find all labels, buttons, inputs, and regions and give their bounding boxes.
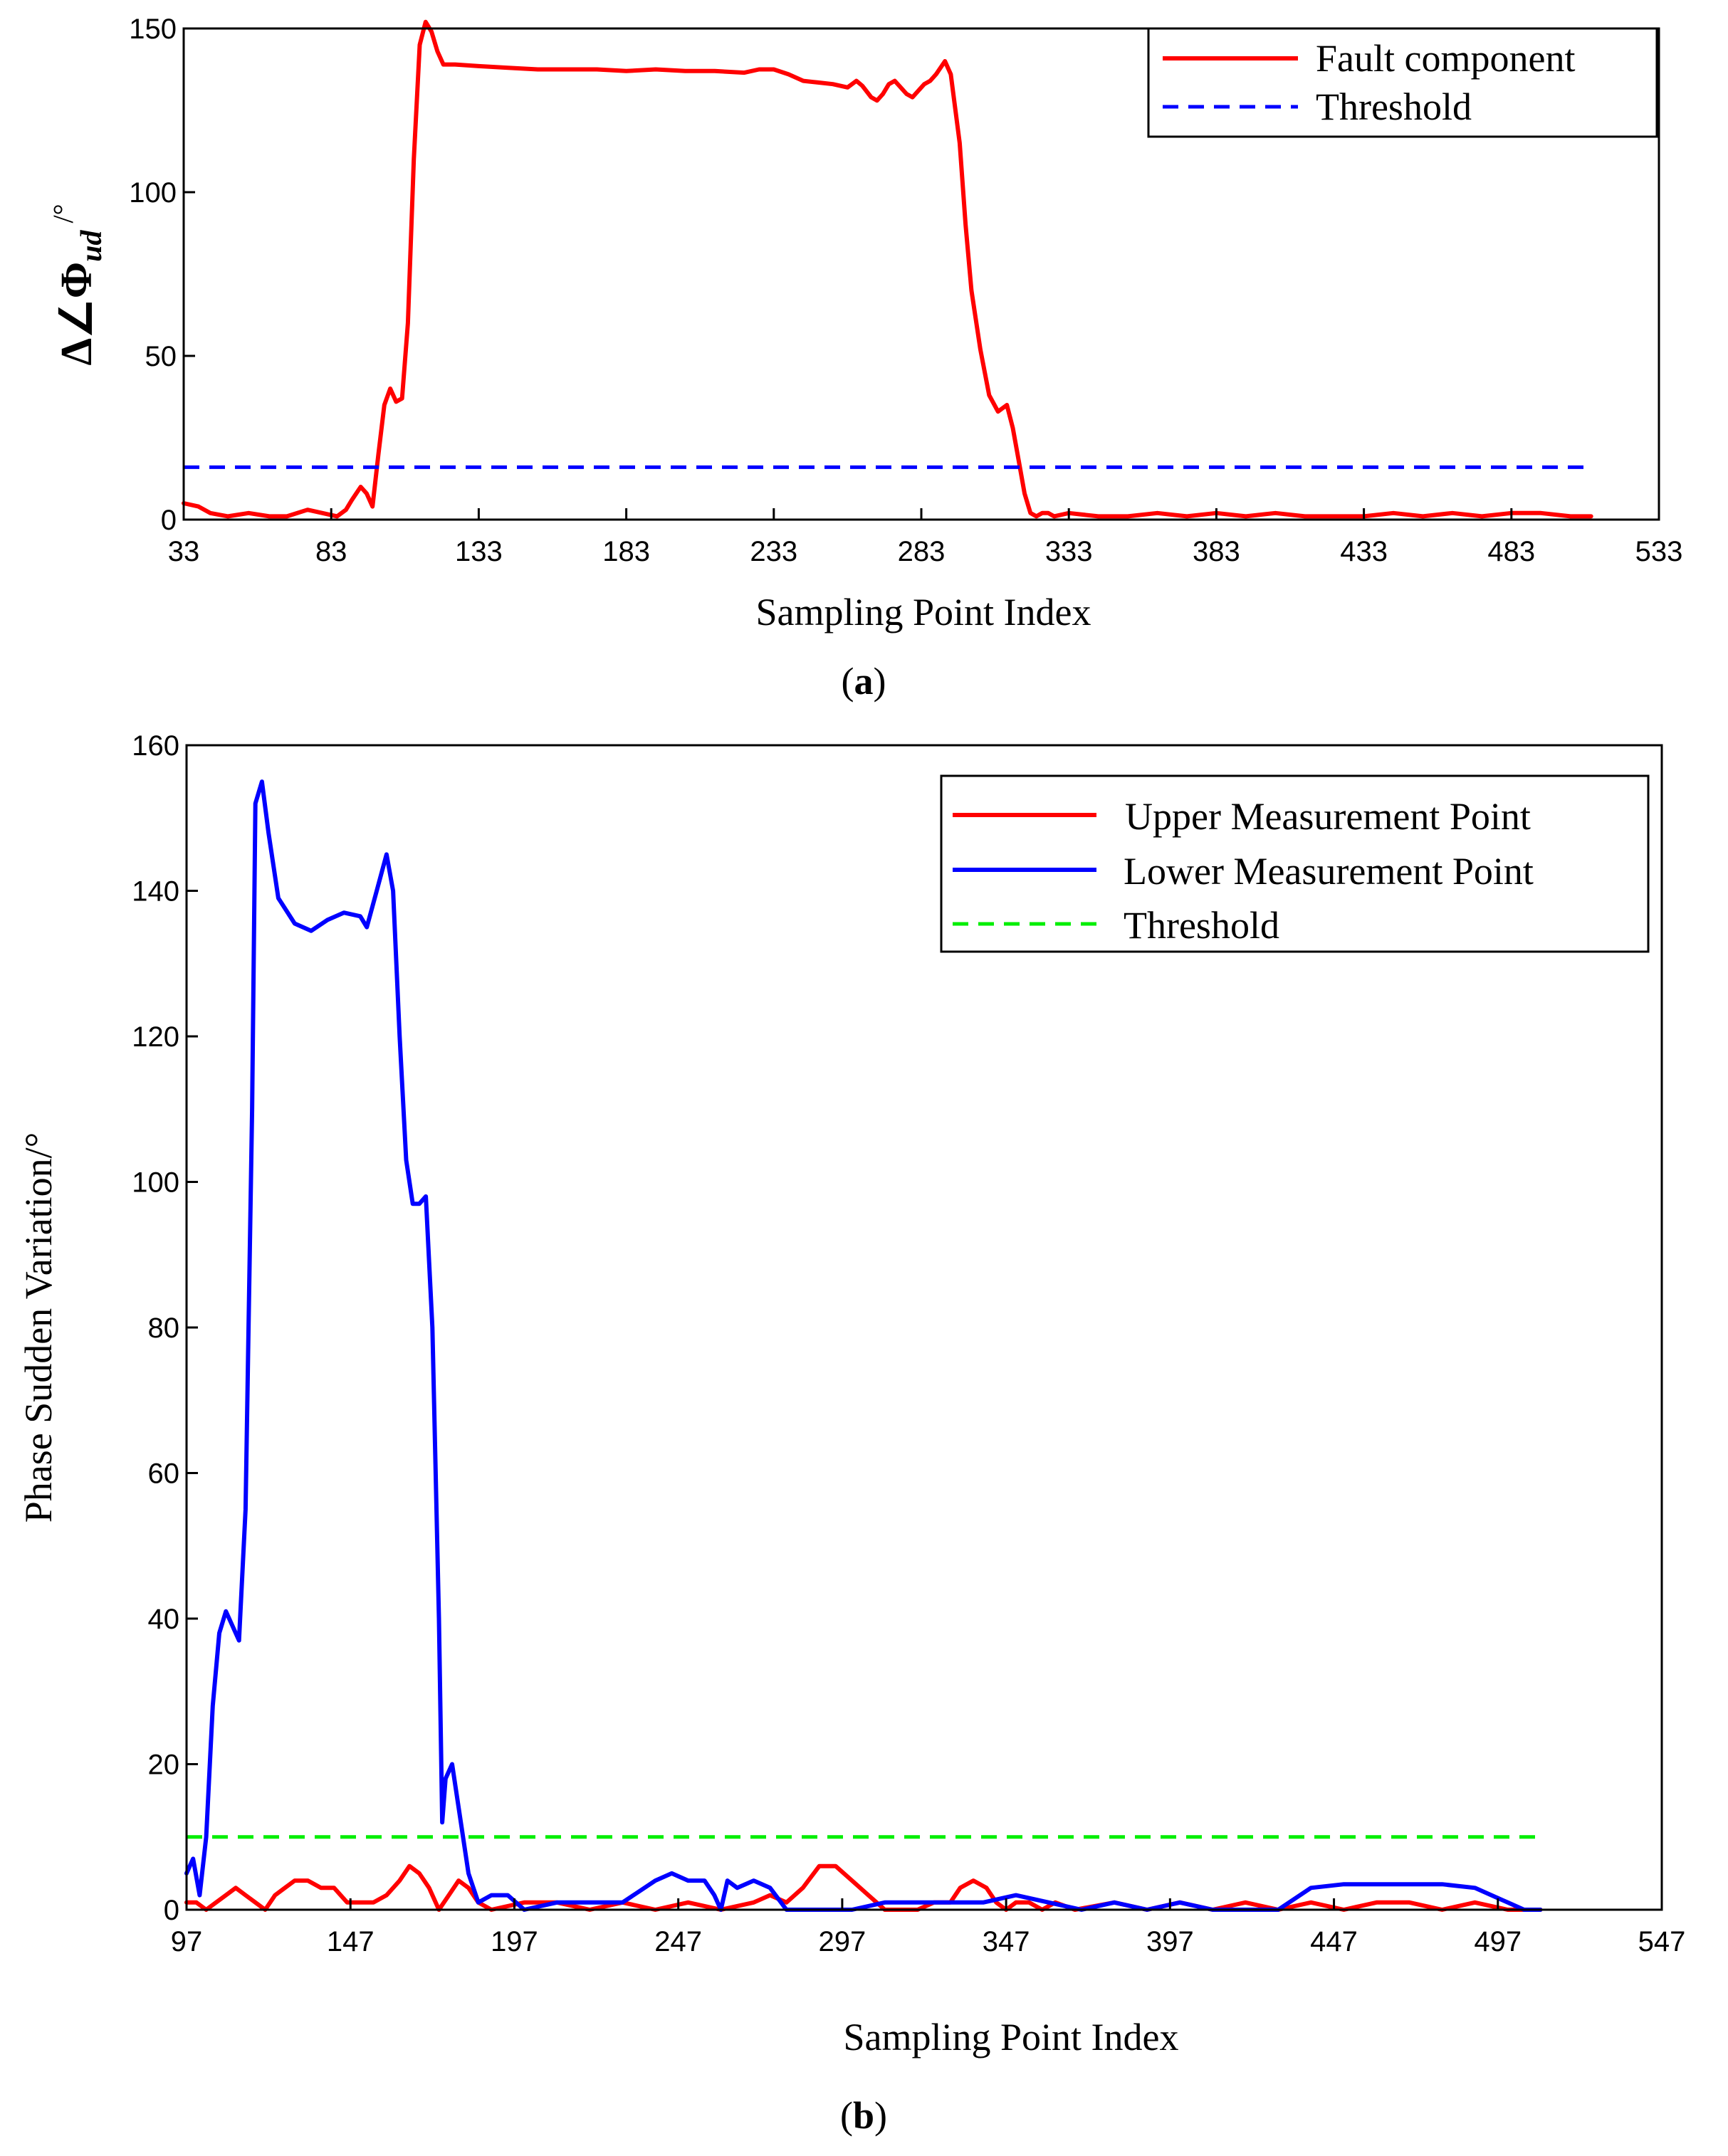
panel-a-xtick-label: 533 (1635, 536, 1683, 567)
panel-b-ytick-label: 20 (148, 1750, 180, 1781)
panel-b-legend: Upper Measurement Point Lower Measuremen… (940, 774, 1650, 953)
panel-a-ytick-label: 0 (161, 505, 177, 536)
panel-a-caption: (a) (842, 660, 886, 703)
panel-b-xtick-label: 197 (491, 1926, 538, 1957)
panel-a-xtick-label: 283 (898, 536, 946, 567)
panel-b: 97 147 197 247 297 347 397 447 497 547 0 20 40 60 80 1… (17, 730, 1685, 2137)
panel-a-ytick-label: 100 (129, 177, 177, 209)
panel-a-caption-letter: a (854, 660, 874, 703)
panel-b-legend-label-lower: Lower Measurement Point (1124, 850, 1534, 893)
panel-a-xtick-label: 183 (602, 536, 650, 567)
panel-a-xtick-label: 233 (750, 536, 797, 567)
panel-a-xtick-label: 333 (1045, 536, 1093, 567)
panel-a-xtick-label: 383 (1193, 536, 1240, 567)
panel-b-xtick-label: 397 (1146, 1926, 1194, 1957)
panel-b-legend-label-upper: Upper Measurement Point (1125, 795, 1531, 838)
panel-b-xtick-label: 97 (171, 1926, 203, 1957)
panel-b-xtick-label: 247 (654, 1926, 702, 1957)
panel-a-ytick-label: 150 (129, 14, 177, 45)
panel-b-ytick-label: 100 (132, 1167, 179, 1199)
panel-b-xlabel: Sampling Point Index (844, 2016, 1179, 2058)
panel-a-xtick-label: 483 (1487, 536, 1535, 567)
panel-a-ylabel: Δ∠Φud /° (47, 204, 108, 365)
panel-a-ylabel-sub: ud (75, 229, 108, 261)
panel-b-xtick-label: 497 (1474, 1926, 1522, 1957)
panel-b-ytick-label: 60 (148, 1458, 180, 1490)
panel-b-ytick-label: 40 (148, 1604, 180, 1635)
panel-a-ylabel-unit: /° (47, 204, 79, 223)
panel-b-ytick-label: 0 (164, 1895, 179, 1926)
svg-text:Δ∠Φud/°: Δ∠Φud /° (47, 204, 108, 365)
panel-a-legend-label-threshold: Threshold (1316, 85, 1472, 128)
panel-b-series-upper-measurement-point (184, 1863, 1543, 1912)
panel-b-series-lower-measurement-point (184, 779, 1543, 1912)
panel-b-xtick-label: 347 (983, 1926, 1030, 1957)
panel-a-ylabel-main: Δ∠Φ (53, 262, 101, 366)
panel-b-ytick-label: 80 (148, 1313, 180, 1344)
panel-b-xtick-label: 297 (819, 1926, 866, 1957)
panel-a-xtick-label: 83 (315, 536, 347, 567)
panel-a-legend-box (1147, 27, 1658, 138)
panel-b-ytick-label: 140 (132, 876, 179, 908)
panel-b-xtick-label: 147 (327, 1926, 375, 1957)
panel-b-ylabel: Phase Sudden Variation/° (17, 1132, 60, 1523)
panel-b-legend-label-threshold: Threshold (1124, 904, 1279, 947)
panel-a-ytick-label: 50 (145, 341, 177, 372)
panel-a-series-fault-component (182, 19, 1593, 519)
panel-a-xtick-label: 133 (455, 536, 503, 567)
panel-b-ytick-label: 120 (132, 1021, 179, 1053)
panel-b-ytick-label: 160 (132, 730, 179, 762)
panel-b-xtick-label: 447 (1310, 1926, 1358, 1957)
panel-a-legend: Fault component Threshold (1147, 27, 1658, 138)
panel-a-legend-label-fault: Fault component (1316, 37, 1575, 80)
panel-a: 33 83 133 183 233 283 333 383 433 483 533 0 50 100 15… (47, 14, 1682, 703)
panel-a-xtick-label: 33 (168, 536, 200, 567)
panel-b-caption: (b) (840, 2094, 887, 2137)
panel-b-caption-letter: b (853, 2094, 874, 2137)
panel-a-xlabel: Sampling Point Index (756, 591, 1091, 633)
panel-a-xtick-label: 433 (1340, 536, 1388, 567)
panel-b-xtick-label: 547 (1638, 1926, 1686, 1957)
